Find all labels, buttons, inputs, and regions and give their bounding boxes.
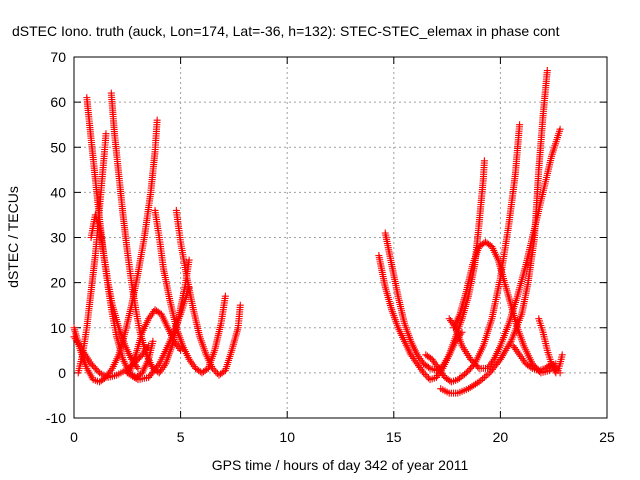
y-tick-label: -10 (46, 410, 66, 426)
data-point (477, 376, 485, 384)
series-3 (107, 89, 193, 377)
data-point (421, 371, 429, 379)
data-point (129, 372, 137, 380)
data-point (145, 342, 153, 350)
data-point (127, 371, 135, 379)
data-point (527, 363, 535, 371)
y-tick-label: 20 (50, 275, 66, 291)
series-6 (87, 211, 142, 372)
series-18 (509, 342, 564, 377)
data-point (423, 372, 431, 380)
data-points (70, 67, 566, 397)
data-point (480, 157, 488, 165)
x-tick-label: 0 (70, 429, 78, 445)
y-axis-label: dSTEC / TECUs (5, 186, 21, 288)
series-9 (172, 206, 244, 379)
data-point (548, 360, 556, 368)
chart-title: dSTEC Iono. truth (auck, Lon=174, Lat=-3… (12, 23, 560, 39)
series-8 (151, 206, 229, 377)
x-tick-label: 15 (386, 429, 402, 445)
data-point (185, 256, 193, 264)
y-tick-label: 60 (50, 94, 66, 110)
data-point (94, 367, 102, 375)
data-point (212, 368, 220, 376)
x-tick-label: 25 (599, 429, 615, 445)
data-point (130, 373, 138, 381)
y-tick-label: 70 (50, 49, 66, 65)
data-point (472, 380, 480, 388)
data-point (475, 378, 483, 386)
data-point (480, 373, 488, 381)
data-point (132, 375, 140, 383)
data-point (552, 365, 560, 373)
series-17 (535, 315, 566, 377)
data-point (102, 130, 110, 138)
x-tick-label: 5 (177, 429, 185, 445)
data-point (236, 301, 244, 309)
data-point (221, 292, 229, 300)
data-point (149, 337, 157, 345)
data-point (154, 362, 162, 370)
y-tick-label: 50 (50, 139, 66, 155)
data-point (213, 369, 221, 377)
data-point (210, 366, 218, 374)
series-15 (445, 125, 564, 372)
data-point (558, 351, 566, 359)
data-point (556, 369, 564, 377)
x-tick-label: 10 (279, 429, 295, 445)
data-point (424, 363, 432, 371)
data-point (474, 363, 482, 371)
grid (74, 57, 607, 418)
data-point (473, 379, 481, 387)
y-tick-label: 10 (50, 320, 66, 336)
data-point (125, 370, 133, 378)
data-point (549, 362, 557, 370)
data-point (185, 283, 193, 291)
data-point (484, 370, 492, 378)
data-point (556, 125, 564, 133)
data-point (479, 375, 487, 383)
data-point (134, 364, 142, 372)
data-point (424, 374, 432, 382)
data-point (470, 381, 478, 389)
data-point (153, 116, 161, 124)
y-tick-label: 30 (50, 230, 66, 246)
data-point (482, 372, 490, 380)
data-point (464, 385, 472, 393)
x-axis-label: GPS time / hours of day 342 of year 2011 (212, 457, 469, 473)
data-point (516, 121, 524, 129)
data-point (420, 369, 428, 377)
series-14 (437, 67, 551, 397)
y-tick-label: 40 (50, 184, 66, 200)
x-tick-label: 20 (493, 429, 509, 445)
data-point (546, 361, 554, 369)
data-point (551, 363, 559, 371)
data-point (466, 384, 474, 392)
data-point (209, 364, 217, 372)
data-point (123, 369, 131, 377)
data-point (543, 67, 551, 75)
y-tick-label: 0 (58, 365, 66, 381)
series-10 (123, 283, 193, 384)
data-point (468, 382, 476, 390)
